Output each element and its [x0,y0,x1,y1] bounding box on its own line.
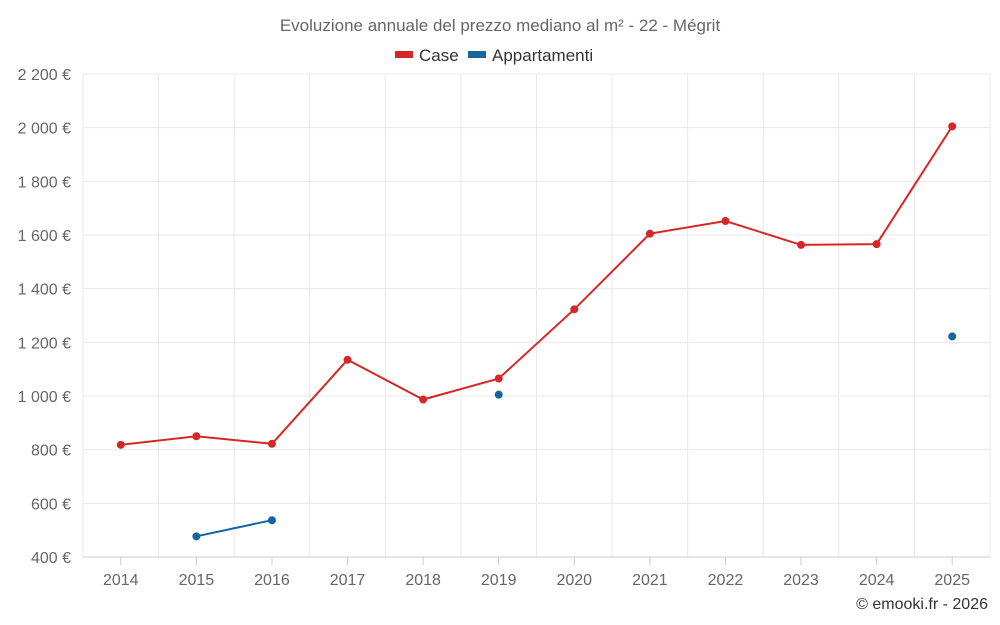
series-line-appartamenti [196,519,273,538]
series-line-case [120,125,954,446]
y-tick-label: 2 000 € [18,121,71,138]
y-tick-label: 1 200 € [18,335,71,352]
legend-swatch [395,51,413,58]
data-point-case[interactable] [570,305,579,314]
x-tick-label: 2024 [859,572,895,589]
legend-item-appartamenti[interactable]: Appartamenti [468,46,593,65]
x-tick-label: 2025 [934,572,970,589]
data-point-case[interactable] [797,240,806,249]
data-point-case[interactable] [645,229,654,238]
legend-label: Case [419,46,459,65]
data-point-appartamenti[interactable] [267,516,276,525]
data-point-appartamenti[interactable] [494,390,503,399]
legend-swatch [468,51,486,58]
data-point-appartamenti[interactable] [948,332,957,341]
y-tick-label: 1 000 € [18,389,71,406]
y-tick-label: 600 € [31,496,71,513]
data-point-case[interactable] [343,355,352,364]
x-tick-label: 2023 [783,572,819,589]
x-tick-label: 2019 [481,572,517,589]
data-point-case[interactable] [721,217,730,226]
x-tick-label: 2021 [632,572,668,589]
data-point-case[interactable] [494,374,503,383]
x-tick-label: 2017 [330,572,366,589]
data-point-case[interactable] [872,240,881,249]
data-point-case[interactable] [419,395,428,404]
y-tick-label: 1 600 € [18,228,71,245]
axes: 400 € 600 € 800 € 1 000 € 1 200 € 1 400 € 1 60… [18,67,990,589]
x-tick-label: 2018 [405,572,441,589]
y-tick-label: 2 200 € [18,67,71,84]
y-tick-label: 400 € [31,550,71,567]
legend-label: Appartamenti [492,46,593,65]
x-tick-label: 2014 [103,572,139,589]
y-tick-label: 1 800 € [18,174,71,191]
x-tick-label: 2020 [556,572,592,589]
data-point-case[interactable] [192,432,201,441]
y-tick-label: 1 400 € [18,282,71,299]
data-point-case[interactable] [267,439,276,448]
y-tick-label: 800 € [31,443,71,460]
series-group [116,122,957,541]
legend-item-case[interactable]: Case [395,46,459,65]
chart-title: Evoluzione annuale del prezzo mediano al… [280,16,721,35]
x-tick-label: 2016 [254,572,290,589]
credit-text: © emooki.fr - 2026 [856,596,988,613]
x-tick-label: 2015 [179,572,215,589]
x-tick-label: 2022 [708,572,744,589]
grid-lines [82,73,991,557]
data-point-appartamenti[interactable] [192,532,201,541]
legend: Case Appartamenti [395,46,593,65]
data-point-case[interactable] [116,440,125,449]
data-point-case[interactable] [948,122,957,131]
